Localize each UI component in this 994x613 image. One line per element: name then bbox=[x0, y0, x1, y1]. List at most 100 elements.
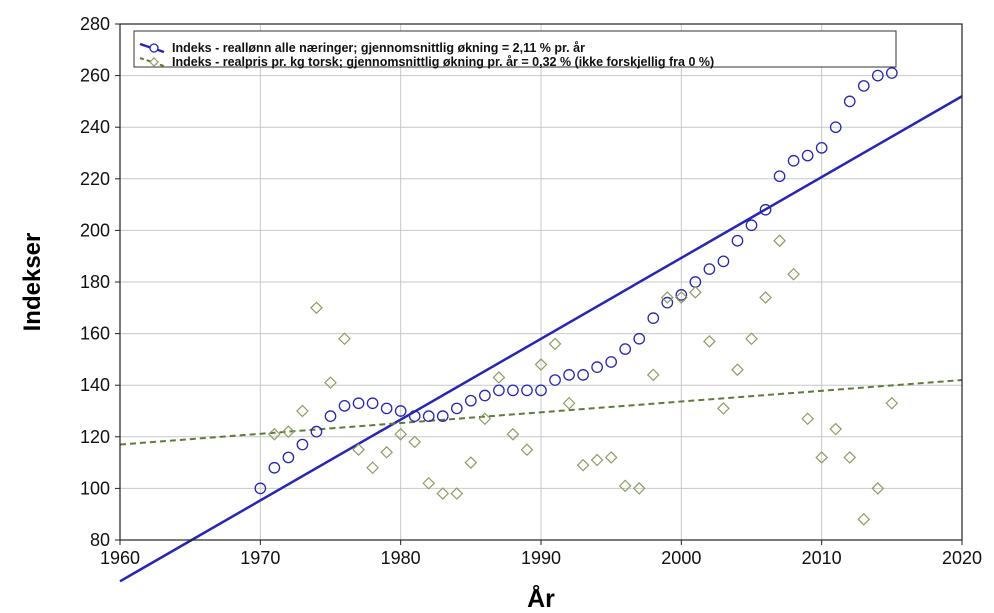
data-point-reallonn bbox=[885, 67, 898, 79]
data-point-reallonn bbox=[422, 410, 435, 423]
data-point-realpris bbox=[857, 513, 871, 526]
data-point-realpris bbox=[506, 427, 520, 441]
data-point-reallonn bbox=[703, 263, 716, 275]
y-tick-label: 80 bbox=[90, 530, 110, 550]
data-point-realpris bbox=[268, 427, 281, 441]
legend-label-2: Indeks - realpris pr. kg torsk; gjennoms… bbox=[172, 55, 714, 69]
data-point-reallonn bbox=[801, 149, 814, 162]
legend-marker-realpris bbox=[149, 57, 159, 67]
y-tick-label: 220 bbox=[80, 169, 110, 189]
data-point-realpris bbox=[408, 435, 422, 449]
data-point-realpris bbox=[394, 427, 408, 441]
x-tick-label: 1980 bbox=[381, 548, 421, 568]
y-tick-label: 260 bbox=[80, 66, 110, 86]
data-point-realpris bbox=[338, 332, 351, 346]
data-point-realpris bbox=[731, 363, 744, 377]
x-tick-label: 1960 bbox=[100, 548, 140, 568]
trend-line-1 bbox=[119, 95, 963, 583]
data-point-reallonn bbox=[338, 399, 351, 412]
y-tick-label: 180 bbox=[80, 272, 110, 292]
data-point-reallonn bbox=[731, 234, 744, 247]
data-point-realpris bbox=[787, 267, 800, 281]
data-point-realpris bbox=[871, 482, 885, 495]
data-point-reallonn bbox=[717, 255, 730, 268]
y-tick-label: 280 bbox=[80, 14, 110, 34]
data-point-reallonn bbox=[380, 402, 393, 415]
data-point-realpris bbox=[717, 402, 730, 415]
x-tick-label: 1970 bbox=[240, 548, 280, 568]
data-point-realpris bbox=[689, 285, 702, 299]
data-point-reallonn bbox=[310, 425, 323, 438]
y-tick-label: 100 bbox=[80, 478, 110, 498]
data-point-realpris bbox=[646, 368, 660, 382]
data-point-realpris bbox=[759, 291, 772, 304]
data-point-realpris bbox=[576, 458, 590, 472]
y-tick-label: 200 bbox=[80, 220, 110, 240]
data-point-reallonn bbox=[815, 141, 828, 154]
data-point-realpris bbox=[632, 482, 646, 495]
data-point-reallonn bbox=[647, 312, 660, 324]
y-tick-labels: 80 100 120 140 160 180 200 220 240 260 280 bbox=[80, 14, 120, 550]
data-point-reallonn bbox=[619, 343, 632, 355]
data-point-reallonn bbox=[843, 95, 856, 108]
data-point-realpris bbox=[562, 396, 576, 410]
data-point-reallonn bbox=[450, 402, 463, 415]
x-tick-label: 2020 bbox=[942, 548, 982, 568]
data-point-reallonn bbox=[675, 289, 688, 301]
x-tick-label: 1990 bbox=[521, 548, 561, 568]
data-point-reallonn bbox=[773, 170, 786, 183]
data-point-reallonn bbox=[408, 410, 421, 423]
data-point-reallonn bbox=[493, 384, 505, 397]
data-point-realpris bbox=[618, 479, 632, 493]
data-point-realpris bbox=[324, 376, 337, 389]
y-tick-label: 160 bbox=[80, 324, 110, 344]
data-point-realpris bbox=[436, 487, 450, 500]
data-point-realpris bbox=[492, 371, 506, 384]
data-point-reallonn bbox=[268, 461, 281, 474]
data-point-realpris bbox=[450, 487, 464, 500]
data-point-realpris bbox=[380, 445, 393, 459]
data-point-reallonn bbox=[857, 80, 870, 92]
data-point-reallonn bbox=[254, 482, 267, 495]
legend-box bbox=[133, 30, 897, 68]
data-point-reallonn bbox=[787, 154, 800, 167]
data-point-realpris bbox=[520, 443, 534, 457]
data-point-reallonn bbox=[871, 69, 884, 82]
data-point-reallonn bbox=[745, 219, 758, 232]
data-point-reallonn bbox=[479, 389, 491, 402]
legend-label-1: Indeks - reallønn alle næringer; gjennom… bbox=[172, 41, 585, 55]
data-point-reallonn bbox=[521, 384, 533, 397]
legend-marker-reallonn bbox=[149, 43, 159, 53]
data-point-realpris bbox=[282, 425, 295, 438]
trend-lines bbox=[119, 95, 963, 583]
data-point-realpris bbox=[829, 422, 843, 436]
data-point-realpris bbox=[366, 461, 379, 475]
data-point-realpris bbox=[745, 332, 758, 346]
data-point-realpris bbox=[590, 453, 604, 467]
x-tick-label: 2000 bbox=[661, 548, 701, 568]
data-point-reallonn bbox=[366, 397, 379, 410]
data-point-reallonn bbox=[549, 374, 561, 386]
data-point-realpris bbox=[815, 451, 829, 464]
data-point-realpris bbox=[548, 337, 562, 351]
data-point-reallonn bbox=[633, 332, 646, 345]
data-point-reallonn bbox=[282, 451, 295, 464]
y-tick-label: 140 bbox=[80, 375, 110, 395]
y-axis-title: Indekser bbox=[19, 233, 46, 332]
trend-line-2 bbox=[119, 379, 963, 446]
data-point-reallonn bbox=[394, 405, 407, 417]
data-point-realpris bbox=[604, 451, 618, 464]
data-point-realpris bbox=[703, 334, 716, 348]
data-point-reallonn bbox=[324, 410, 337, 423]
data-point-reallonn bbox=[577, 369, 589, 381]
data-point-realpris bbox=[773, 234, 786, 248]
data-point-realpris bbox=[478, 412, 492, 426]
y-tick-label: 240 bbox=[80, 117, 110, 137]
data-point-realpris bbox=[310, 301, 323, 315]
data-point-reallonn bbox=[563, 369, 575, 381]
data-point-reallonn bbox=[352, 397, 365, 410]
data-point-reallonn bbox=[535, 384, 547, 397]
x-axis-title: År bbox=[527, 584, 555, 613]
data-point-realpris bbox=[801, 412, 814, 426]
